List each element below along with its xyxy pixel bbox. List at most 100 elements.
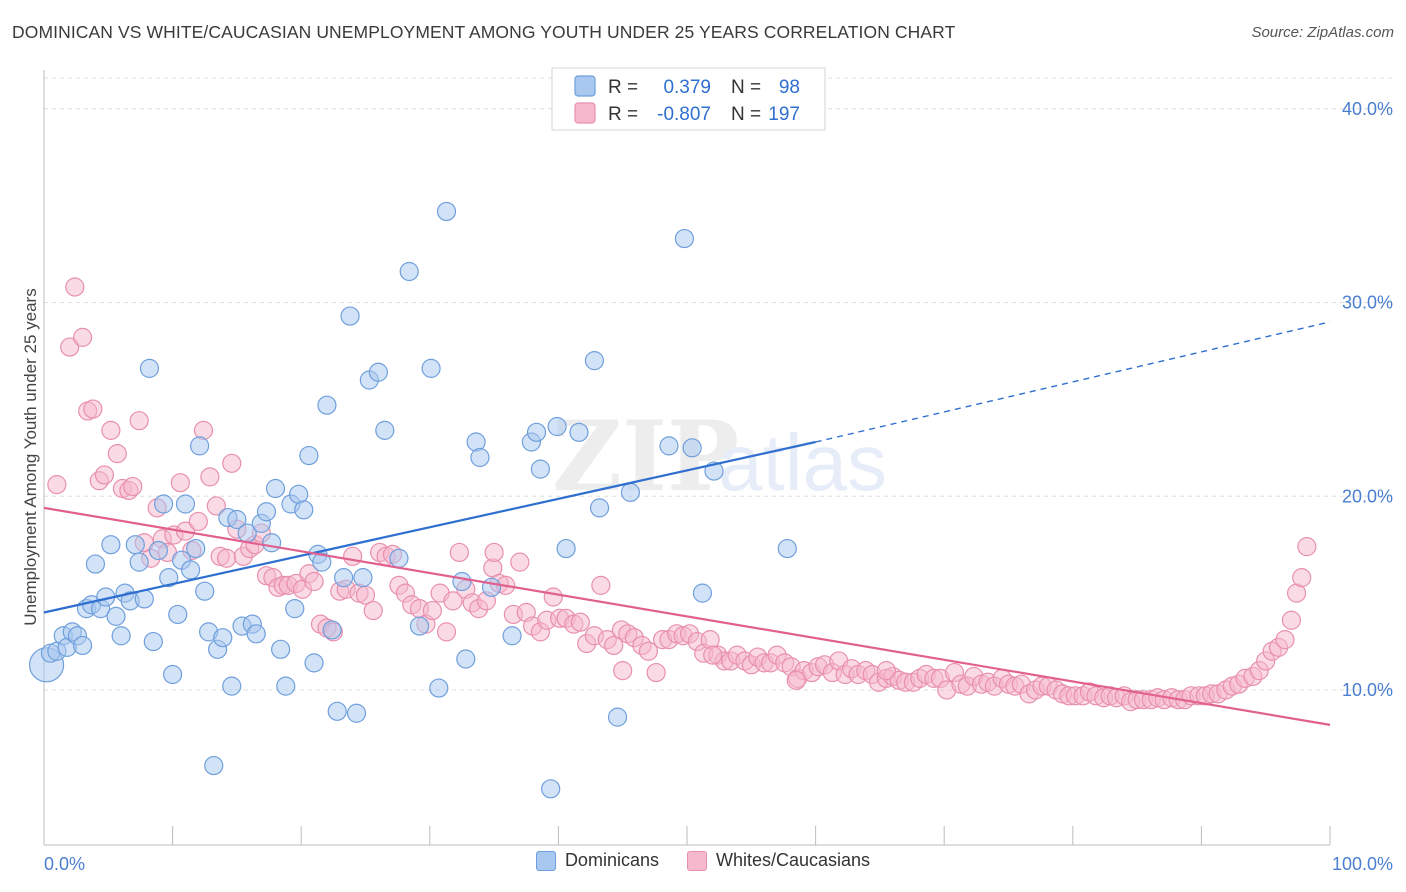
dominican-point xyxy=(659,436,679,456)
dominican-point xyxy=(674,228,695,249)
dominican-point xyxy=(692,583,713,603)
white-caucasian-point xyxy=(786,670,806,690)
x-tick-label-max: 100.0% xyxy=(1332,854,1393,874)
white-caucasian-point xyxy=(443,591,463,611)
dominican-point xyxy=(421,358,441,378)
dominican-point xyxy=(190,436,210,456)
dominican-point xyxy=(409,616,430,636)
white-caucasian-point xyxy=(222,453,242,473)
white-caucasian-point xyxy=(436,622,457,642)
dominican-point xyxy=(368,362,388,382)
white-caucasian-point xyxy=(363,600,383,621)
white-caucasian-point xyxy=(123,476,143,497)
whites-caucasians-trend-line xyxy=(43,506,1331,726)
dominican-point xyxy=(556,538,576,559)
dominican-point xyxy=(526,422,547,442)
white-caucasian-point xyxy=(1275,630,1295,650)
dominican-point xyxy=(547,416,567,437)
stats-n-value-1: 98 xyxy=(779,77,800,98)
y-axis-title: Unemployment Among Youth under 25 years xyxy=(21,288,40,625)
stats-r-label-1: R = xyxy=(608,77,638,98)
white-caucasian-point xyxy=(65,277,85,297)
stats-legend-swatch-blue xyxy=(574,75,596,97)
dominican-point xyxy=(541,779,561,799)
legend-swatch-dominicans xyxy=(535,850,556,871)
dominican-point xyxy=(334,568,354,588)
dominican-point xyxy=(304,653,324,673)
white-caucasian-point xyxy=(703,645,723,665)
dominican-point xyxy=(175,494,196,514)
dominicans-trend-extension xyxy=(815,321,1331,443)
legend-item-whites-caucasians: Whites/Caucasians xyxy=(686,850,871,871)
dominican-point xyxy=(106,606,126,626)
white-caucasian-point xyxy=(510,552,530,572)
dominican-point xyxy=(195,581,215,601)
white-caucasian-point xyxy=(129,411,149,431)
white-caucasian-point xyxy=(101,420,121,440)
white-caucasian-point xyxy=(343,546,363,566)
dominican-point xyxy=(353,568,373,588)
dominican-point xyxy=(620,482,641,502)
gridlines xyxy=(44,77,1393,691)
dominican-point xyxy=(168,604,188,625)
watermark-zip: ZIP xyxy=(552,400,739,513)
x-axis-ticks xyxy=(43,826,1331,845)
dominican-point xyxy=(204,755,224,776)
series-dominicans xyxy=(28,201,797,799)
stats-n-label-1: N = xyxy=(731,77,761,98)
stats-r-label-2: R = xyxy=(608,104,638,125)
dominican-point xyxy=(285,599,305,619)
legend-label-whites-caucasians: Whites/Caucasians xyxy=(715,850,871,870)
stats-legend: R = 0.379 N = 98 R = -0.807 N = 197 xyxy=(551,67,826,131)
dominicans-trend-line xyxy=(43,440,816,614)
bottom-legend: Dominicans Whites/Caucasians xyxy=(0,850,1406,871)
dominican-point xyxy=(262,533,282,553)
white-caucasian-point xyxy=(638,641,659,661)
stats-r-value-1: 0.379 xyxy=(663,77,711,98)
dominican-point xyxy=(276,676,296,696)
white-caucasian-point xyxy=(200,467,220,487)
dominican-point xyxy=(429,678,449,698)
y-tick-label-30: 30.0% xyxy=(1342,293,1393,313)
dominican-point xyxy=(143,631,163,652)
dominican-point xyxy=(139,358,160,378)
white-caucasian-point xyxy=(646,662,666,683)
dominican-point xyxy=(271,639,291,659)
dominican-point xyxy=(452,571,472,592)
white-caucasian-point xyxy=(72,327,93,347)
white-caucasian-point xyxy=(94,465,115,485)
chart-title: DOMINICAN VS WHITE/CAUCASIAN UNEMPLOYMEN… xyxy=(12,22,956,42)
stats-legend-swatch-pink xyxy=(574,102,596,124)
dominican-point xyxy=(456,649,476,669)
source-note: Source: ZipAtlas.com xyxy=(1251,24,1394,41)
white-caucasian-point xyxy=(304,571,324,592)
dominican-point xyxy=(777,538,797,559)
dominican-point xyxy=(72,635,93,656)
white-caucasian-point xyxy=(217,548,237,568)
legend-item-dominicans: Dominicans xyxy=(535,850,659,871)
white-caucasian-point xyxy=(591,575,611,595)
dominican-point xyxy=(246,624,266,644)
dominican-point xyxy=(530,459,550,479)
white-caucasian-point xyxy=(449,542,469,563)
dominican-point xyxy=(346,703,367,723)
dominican-point xyxy=(299,445,319,466)
white-caucasian-point xyxy=(613,661,633,681)
dominican-point xyxy=(159,568,179,588)
white-caucasian-point xyxy=(484,542,504,563)
y-axis-tick-labels: 10.0% 20.0% 30.0% 40.0% xyxy=(1342,99,1393,700)
white-caucasian-point xyxy=(60,337,80,357)
dominican-point xyxy=(317,395,337,415)
series-whites-caucasians xyxy=(47,277,1317,712)
stats-legend-box xyxy=(551,67,826,131)
watermark-atlas: atlas xyxy=(718,418,887,507)
dominican-point xyxy=(129,552,149,572)
white-caucasian-point xyxy=(83,399,103,419)
dominican-point xyxy=(265,478,286,499)
white-caucasian-point xyxy=(422,600,442,621)
trend-lines xyxy=(43,321,1331,726)
y-tick-label-10: 10.0% xyxy=(1342,680,1393,700)
dominican-point xyxy=(682,438,702,458)
watermark: ZIP atlas xyxy=(552,400,887,513)
